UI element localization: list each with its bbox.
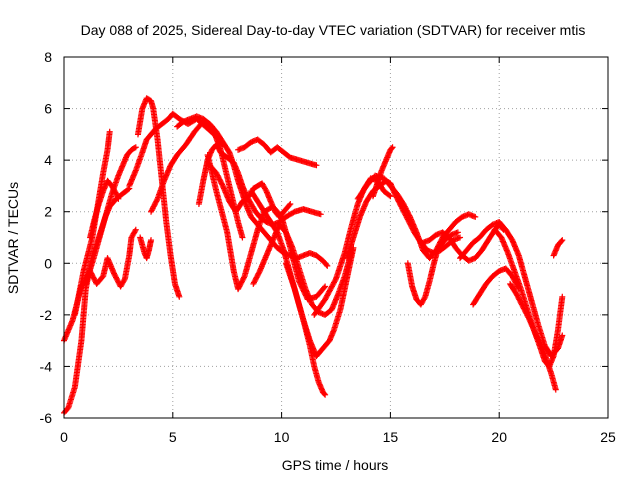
data-point — [125, 186, 132, 193]
data-point — [389, 144, 396, 151]
data-point — [332, 277, 339, 284]
series-arc-27 — [507, 280, 559, 393]
data-point — [472, 213, 479, 220]
data-points — [61, 95, 566, 416]
series-arc-5 — [87, 177, 122, 241]
x-axis-ticks: 0 5 10 15 20 25 — [60, 57, 616, 445]
data-point — [153, 197, 160, 204]
series-arc-17 — [282, 260, 329, 398]
data-point — [239, 234, 246, 241]
data-point — [313, 162, 320, 169]
data-point — [132, 226, 139, 233]
data-point — [321, 390, 328, 397]
data-point — [287, 200, 294, 207]
data-point — [559, 293, 566, 300]
series-arc-22 — [404, 229, 461, 308]
x-tick-label: 25 — [600, 429, 616, 445]
data-point — [131, 144, 138, 151]
data-point — [454, 229, 461, 236]
data-point — [317, 211, 324, 218]
chart-title: Day 088 of 2025, Sidereal Day-to-day VTE… — [81, 22, 586, 38]
data-point — [388, 145, 395, 152]
series-arc-9 — [148, 118, 246, 241]
series-arc-13 — [204, 151, 329, 303]
series-arc-21 — [369, 144, 396, 200]
data-point — [121, 277, 128, 284]
series-arc-4 — [82, 144, 139, 287]
data-point — [457, 234, 464, 241]
x-tick-label: 0 — [60, 429, 68, 445]
x-tick-label: 15 — [383, 429, 399, 445]
series-arc-28 — [550, 237, 566, 259]
data-point — [322, 283, 329, 290]
data-point — [324, 262, 331, 269]
grid-lines — [64, 57, 608, 418]
y-tick-label: -4 — [40, 358, 53, 374]
data-point — [106, 128, 113, 135]
data-point — [132, 144, 139, 151]
series-arc-20 — [354, 172, 479, 262]
data-point — [286, 202, 293, 209]
plot-frame — [63, 56, 609, 419]
y-axis-ticks: -6 -4 -2 0 2 4 6 8 — [40, 49, 608, 426]
data-point — [558, 237, 565, 244]
y-axis-label: SDTVAR / TECUs — [5, 182, 21, 294]
x-tick-label: 5 — [169, 429, 177, 445]
x-axis-label: GPS time / hours — [282, 457, 389, 473]
data-point — [148, 237, 155, 244]
y-tick-label: 4 — [44, 152, 52, 168]
data-point — [387, 193, 394, 200]
y-tick-label: -6 — [40, 410, 53, 426]
data-point — [176, 293, 183, 300]
y-tick-label: 0 — [44, 255, 52, 271]
data-point — [132, 228, 139, 235]
data-point — [421, 295, 428, 302]
series-arc-25 — [457, 219, 566, 360]
series-arc-18 — [311, 175, 394, 318]
y-tick-label: -2 — [40, 307, 53, 323]
data-point — [559, 332, 566, 339]
y-tick-label: 6 — [44, 101, 52, 117]
y-tick-label: 2 — [44, 204, 52, 220]
data-point — [552, 386, 559, 393]
data-point — [322, 391, 329, 398]
data-point — [321, 284, 328, 291]
y-tick-label: 8 — [44, 49, 52, 65]
data-point — [323, 261, 330, 268]
data-point — [240, 274, 247, 281]
data-point — [559, 237, 566, 244]
data-point — [115, 195, 122, 202]
x-tick-label: 20 — [491, 429, 507, 445]
series-arc-14 — [235, 136, 320, 169]
data-point — [386, 192, 393, 199]
series-arc-6 — [134, 95, 183, 300]
series-arc-8 — [137, 234, 155, 262]
x-tick-label: 10 — [274, 429, 290, 445]
